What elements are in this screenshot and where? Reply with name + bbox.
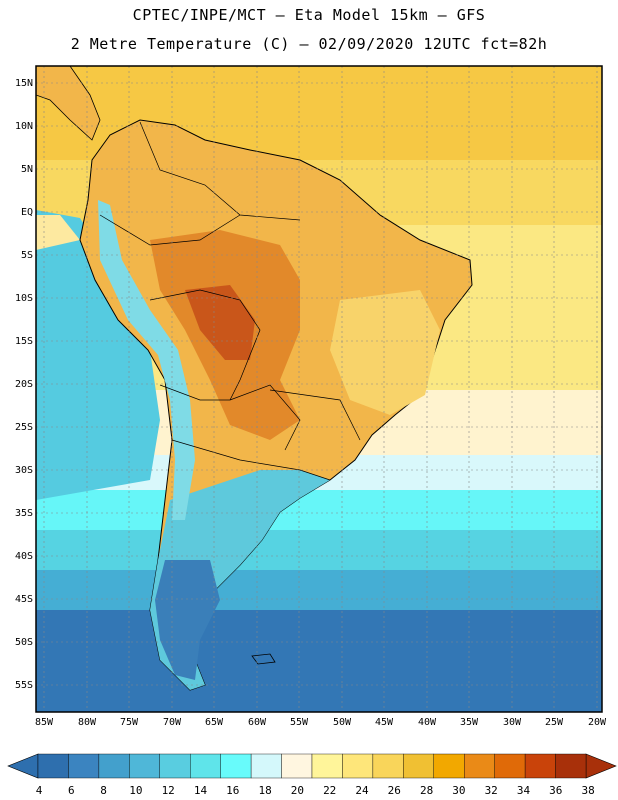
map-title-line2: 2 Metre Temperature (C) – 02/09/2020 12U…: [70, 35, 548, 53]
colorbar-label: 30: [452, 784, 465, 797]
lat-label: 40S: [15, 551, 33, 562]
colorbar-swatch: [68, 753, 100, 779]
colorbar-label: 26: [388, 784, 401, 797]
ocean-colder-band: [36, 570, 602, 615]
lon-label: 55W: [290, 717, 309, 728]
falkland-islands: [251, 653, 276, 665]
colorbar-label: 24: [355, 784, 369, 797]
lon-label: 20W: [588, 717, 607, 728]
ocean-cold-band: [36, 530, 602, 575]
ocean-polar-band: [36, 610, 602, 712]
lat-label: 35S: [15, 508, 33, 519]
ocean-cool-band: [36, 490, 602, 535]
colorbar-arrow-high: [585, 753, 617, 779]
lon-label: 25W: [545, 717, 564, 728]
lat-label: 5N: [21, 164, 33, 175]
lat-label: 20S: [15, 379, 33, 390]
colorbar-swatch: [129, 753, 160, 779]
lon-label: 45W: [375, 717, 394, 728]
lon-label: 40W: [418, 717, 437, 728]
colorbar-swatch: [494, 753, 526, 779]
lat-label: 25S: [15, 422, 33, 433]
lon-label: 80W: [78, 717, 97, 728]
colorbar-label: 16: [226, 784, 239, 797]
colorbar-swatch: [433, 753, 465, 779]
colorbar-label: 6: [68, 784, 75, 797]
colorbar-label: 20: [291, 784, 304, 797]
map-title-line1: CPTEC/INPE/MCT – Eta Model 15km – GFS: [132, 6, 486, 24]
colorbar-label: 10: [129, 784, 142, 797]
lon-label: 70W: [163, 717, 182, 728]
lat-label: 15S: [15, 336, 33, 347]
colorbar-swatch: [555, 753, 587, 779]
lon-label: 50W: [333, 717, 352, 728]
colorbar-label: 38: [581, 784, 594, 797]
colorbar-swatch: [98, 753, 130, 779]
colorbar-swatch: [403, 753, 434, 779]
colorbar-swatch: [524, 753, 556, 779]
andes-cold-strip: [98, 200, 195, 520]
colorbar: 4 6 8 10 12 14 16 18 20 22 24 26 28 30 32 34 36 38: [7, 753, 617, 797]
patagonia-cold: [155, 560, 220, 680]
colorbar-arrow-low: [7, 753, 39, 779]
lat-label: EQ: [21, 207, 33, 218]
lat-label: 10S: [15, 293, 33, 304]
lat-label: 30S: [15, 465, 33, 476]
pacific-equatorial-warm: [36, 215, 80, 250]
latitude-axis: 15N 10N 5N EQ 5S 10S 15S 20S 25S 30S 35S…: [15, 78, 33, 691]
map-frame: [35, 65, 603, 713]
longitude-axis: 85W 80W 75W 70W 65W 60W 55W 50W 45W 40W …: [35, 717, 607, 728]
map-canvas: [36, 66, 602, 712]
colorbar-label: 18: [258, 784, 271, 797]
colorbar-swatch: [159, 753, 191, 779]
graticule: [36, 66, 602, 712]
colorbar-label: 4: [36, 784, 43, 797]
colorbar-label: 14: [194, 784, 208, 797]
lon-label: 85W: [35, 717, 54, 728]
colorbar-label: 8: [100, 784, 107, 797]
lat-label: 45S: [15, 594, 33, 605]
colorbar-label: 32: [485, 784, 498, 797]
lat-label: 5S: [21, 250, 33, 261]
colorbar-label: 36: [549, 784, 562, 797]
lon-label: 75W: [120, 717, 139, 728]
lon-label: 35W: [460, 717, 479, 728]
central-america-land: [36, 66, 101, 141]
colorbar-label: 34: [517, 784, 531, 797]
lon-label: 60W: [248, 717, 267, 728]
colorbar-swatch: [342, 753, 374, 779]
colorbar-label: 28: [420, 784, 433, 797]
colorbar-label: 22: [323, 784, 336, 797]
lat-label: 55S: [15, 680, 33, 691]
lon-label: 65W: [205, 717, 224, 728]
colorbar-swatch: [190, 753, 221, 779]
lat-label: 15N: [15, 78, 33, 89]
colorbar-swatch: [250, 753, 282, 779]
colorbar-swatch: [311, 753, 343, 779]
colorbar-swatch: [464, 753, 495, 779]
lon-label: 30W: [503, 717, 522, 728]
lat-label: 50S: [15, 637, 33, 648]
colorbar-swatch: [37, 753, 69, 779]
colorbar-swatch: [372, 753, 404, 779]
country-borders: [99, 121, 361, 481]
colorbar-swatch: [281, 753, 313, 779]
lat-label: 10N: [15, 121, 33, 132]
colorbar-swatch: [220, 753, 252, 779]
colorbar-label: 12: [162, 784, 175, 797]
